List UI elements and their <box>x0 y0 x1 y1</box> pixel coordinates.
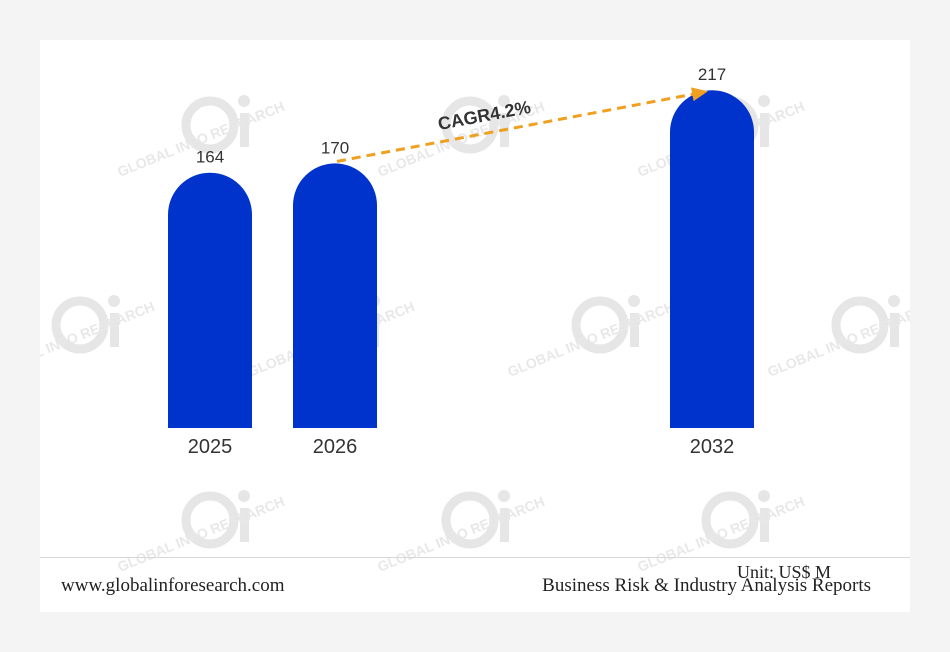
chart-plot: GLOBAL INFO RESEARCH 1642025170202621720… <box>40 65 910 612</box>
watermark-logo <box>40 295 157 380</box>
footer-website: www.globalinforesearch.com <box>61 575 285 596</box>
value-label-2032: 217 <box>698 65 726 84</box>
category-label-2026: 2026 <box>313 436 358 458</box>
watermark-logo <box>765 295 910 380</box>
unit-label: Unit: US$ M <box>736 562 831 582</box>
chart-card: GLOBAL INFO RESEARCH 1642025170202621720… <box>40 40 910 612</box>
value-label-2025: 164 <box>196 148 224 167</box>
watermark-logo <box>115 490 287 575</box>
category-label-2032: 2032 <box>690 436 735 458</box>
watermark-logo <box>505 295 677 380</box>
footer-tagline: Business Risk & Industry Analysis Report… <box>542 575 871 596</box>
bar-2032 <box>670 90 754 429</box>
bar-2025 <box>168 172 252 428</box>
cagr-arrow-line <box>336 91 699 163</box>
watermark-logo <box>115 95 287 180</box>
footer-divider <box>40 557 910 558</box>
category-label-2025: 2025 <box>188 436 233 458</box>
watermark-logo <box>375 490 547 575</box>
bar-2026 <box>293 163 377 429</box>
value-label-2026: 170 <box>321 138 349 157</box>
cagr-arrow-head <box>690 87 708 102</box>
